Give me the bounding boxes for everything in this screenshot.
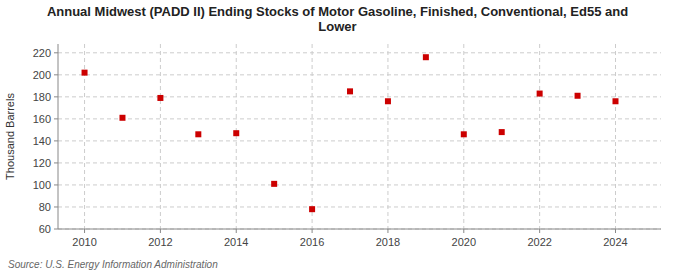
y-tick-label: 220 [33,47,51,59]
y-tick [54,162,58,163]
chart-root: Annual Midwest (PADD II) Ending Stocks o… [0,0,675,275]
source-note: Source: U.S. Energy Information Administ… [8,259,218,270]
y-grid-line [58,74,661,75]
x-tick [84,229,85,233]
point [423,54,429,60]
points [82,54,619,212]
y-grid-line [58,206,661,207]
y-tick-label: 100 [33,179,51,191]
y-grid-line [58,140,661,141]
x-tick [236,229,237,233]
point [309,206,315,212]
y-tick-label: 60 [39,223,51,235]
point [233,130,239,136]
y-axis-label: Thousand Barrels [4,93,16,180]
x-tick-label: 2014 [224,236,248,248]
x-grid-line [539,44,540,229]
x-tick [387,229,388,233]
y-tick-label: 140 [33,135,51,147]
grid [58,44,661,229]
y-tick [54,74,58,75]
point [119,115,125,121]
y-tick [54,206,58,207]
y-axis-line [58,44,59,229]
y-grid-line [58,96,661,97]
x-tick [160,229,161,233]
point [537,91,543,97]
y-tick [54,140,58,141]
chart-svg: Annual Midwest (PADD II) Ending Stocks o… [0,0,675,275]
x-tick [463,229,464,233]
y-tick [54,229,58,230]
y-tick-label: 200 [33,69,51,81]
x-tick-label: 2012 [148,236,172,248]
x-tick-label: 2020 [452,236,476,248]
y-tick [54,184,58,185]
x-axis-line [58,229,661,230]
x-tick [615,229,616,233]
point [499,129,505,135]
point [347,88,353,94]
title: Annual Midwest (PADD II) Ending Stocks o… [47,4,628,34]
point [385,98,391,104]
x-grid-line [236,44,237,229]
axes: 60 80 100 120 140 160 180 200 220 2010 2012 2014 201… [33,44,661,248]
x-tick-label: 2010 [72,236,96,248]
y-grid-line [58,162,661,163]
point [575,93,581,99]
y-grid-line [58,184,661,185]
y-grid-line [58,229,661,230]
y-tick [54,118,58,119]
y-grid-line [58,118,661,119]
y-tick-label: 120 [33,157,51,169]
x-tick-label: 2018 [376,236,400,248]
point [82,70,88,76]
point [157,95,163,101]
y-tick [54,96,58,97]
x-tick-label: 2022 [527,236,551,248]
y-tick-label: 160 [33,113,51,125]
x-grid-line [615,44,616,229]
y-grid-line [58,52,661,53]
x-grid-line [387,44,388,229]
point [461,131,467,137]
x-tick-label: 2016 [300,236,324,248]
y-tick [54,52,58,53]
x-grid-line [312,44,313,229]
x-grid-line [160,44,161,229]
y-tick-label: 80 [39,201,51,213]
point [195,131,201,137]
x-tick [539,229,540,233]
point [271,181,277,187]
point [612,98,618,104]
x-tick [312,229,313,233]
y-tick-label: 180 [33,91,51,103]
x-tick-label: 2024 [603,236,627,248]
